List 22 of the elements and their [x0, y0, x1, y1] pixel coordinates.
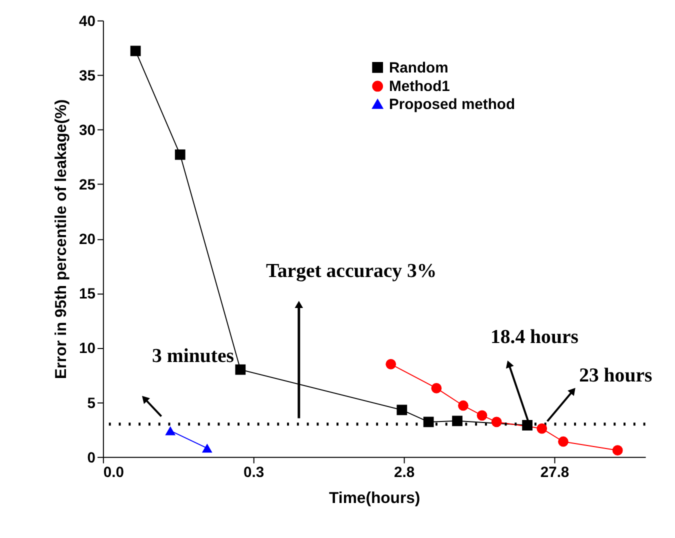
y-tick-label: 15	[79, 286, 96, 303]
annotation: 18.4 hours	[490, 326, 579, 348]
legend-label: Proposed method	[388, 97, 516, 114]
y-tick-label: 35	[79, 68, 96, 84]
y-tick-label: 10	[79, 341, 96, 358]
y-tick-label: 20	[79, 232, 96, 248]
y-tick-label: 25	[79, 178, 96, 194]
annotation: 23 hours	[579, 364, 652, 387]
y-tick-label: 0	[87, 450, 96, 466]
y-axis-title: Error in 95th percentile of leakage(%)	[53, 99, 70, 380]
legend-label: Method1	[388, 79, 450, 96]
annotation: Target accuracy 3%	[266, 260, 437, 282]
y-tick-label: 5	[87, 396, 96, 412]
y-tick-label: 40	[79, 14, 96, 30]
x-tick-label: 27.8	[540, 465, 570, 482]
x-axis-title: Time(hours)	[329, 490, 420, 507]
annotation: 3 minutes	[152, 344, 234, 367]
legend-label: Random	[388, 60, 448, 76]
x-tick-label: 0.3	[244, 465, 264, 482]
x-tick-label: 2.8	[394, 465, 415, 482]
y-tick-label: 30	[79, 122, 96, 139]
x-tick-label: 0.0	[103, 465, 124, 482]
